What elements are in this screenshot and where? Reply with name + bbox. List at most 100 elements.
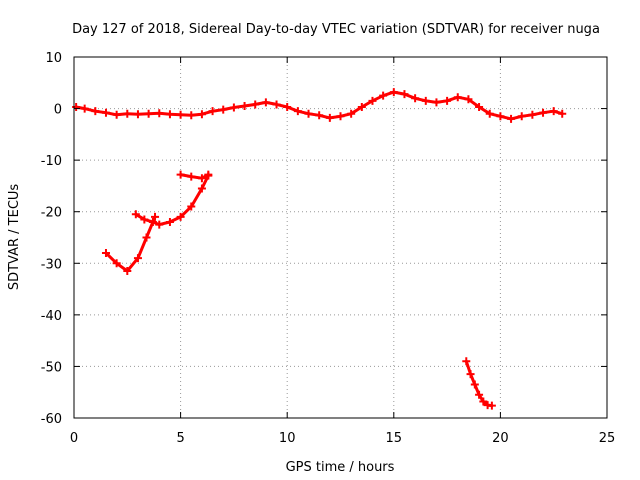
y-tick-label: 10 [45, 51, 62, 66]
data-point [357, 103, 366, 112]
series-4 [176, 170, 213, 183]
data-point [148, 218, 157, 227]
data-point [464, 95, 473, 104]
data-point [283, 103, 292, 112]
plot-frame [73, 56, 608, 419]
data-point [101, 248, 110, 257]
data-point [101, 108, 110, 117]
data-point [91, 107, 100, 116]
data-point [400, 90, 409, 99]
data-point [325, 113, 334, 122]
y-tick-label: -60 [41, 412, 62, 427]
data-point [187, 202, 196, 211]
data-point [549, 107, 558, 116]
data-point [176, 212, 185, 221]
data-point [487, 401, 496, 410]
data-point [133, 110, 142, 119]
y-tick-label: -20 [41, 206, 62, 221]
data-point [208, 107, 217, 116]
series-trace [464, 359, 494, 408]
y-tick-label: -40 [41, 309, 62, 324]
x-tick-label: 10 [279, 431, 296, 446]
data-point [251, 100, 260, 109]
data-point [315, 111, 324, 120]
data-point [272, 100, 281, 109]
data-point [155, 109, 164, 118]
data-point [165, 110, 174, 119]
y-tick-label: -50 [41, 360, 62, 375]
series-2 [101, 212, 160, 276]
data-point [453, 93, 462, 102]
data-point [165, 218, 174, 227]
data-point [131, 210, 140, 219]
data-point [389, 88, 398, 97]
data-point [197, 110, 206, 119]
data-point [187, 172, 196, 181]
data-point [475, 390, 484, 399]
series-trace [179, 173, 210, 180]
x-tick-label: 5 [176, 431, 184, 446]
data-point [133, 254, 142, 263]
data-point [240, 101, 249, 110]
data-point [123, 109, 132, 118]
data-point [229, 103, 238, 112]
data-point [304, 109, 313, 118]
data-point [347, 109, 356, 118]
data-point [155, 220, 164, 229]
data-point [197, 184, 206, 193]
chart-title: Day 127 of 2018, Sidereal Day-to-day VTE… [72, 22, 600, 37]
data-point [112, 110, 121, 119]
data-point [485, 109, 494, 118]
data-point [204, 170, 213, 179]
data-points [72, 88, 567, 410]
series-1 [72, 88, 567, 123]
data-point [176, 110, 185, 119]
x-tick-label: 25 [599, 431, 616, 446]
data-point [507, 114, 516, 123]
series-3 [131, 171, 213, 229]
y-tick-label: -10 [41, 154, 62, 169]
data-point [197, 174, 206, 183]
data-point [379, 91, 388, 100]
data-point [432, 98, 441, 107]
data-point [462, 357, 471, 366]
data-point [443, 96, 452, 105]
data-point [539, 108, 548, 117]
y-tick-label: -30 [41, 257, 62, 272]
x-tick-label: 20 [492, 431, 509, 446]
series-trace [134, 174, 210, 227]
data-point [144, 109, 153, 118]
x-axis-label: GPS time / hours [286, 460, 395, 475]
data-point [479, 397, 488, 406]
x-tick-label: 15 [386, 431, 403, 446]
data-point [72, 103, 81, 112]
data-point [142, 233, 151, 242]
y-tick-label: 0 [54, 103, 62, 118]
data-point [187, 111, 196, 120]
data-point [368, 96, 377, 105]
grid [74, 57, 607, 418]
series-5 [462, 357, 496, 410]
data-point [470, 380, 479, 389]
data-point [421, 96, 430, 105]
data-point [517, 112, 526, 121]
data-point [176, 170, 185, 179]
data-point [466, 370, 475, 379]
data-point [123, 267, 132, 276]
series-trace [104, 215, 157, 273]
data-point [261, 98, 270, 107]
axis-ticks: 0 5 10 15 20 25 10 0 -10 -20 -30 -40 -50 -60 [41, 51, 616, 446]
y-axis-label: SDTVAR / TECUs [7, 184, 22, 291]
data-point [496, 112, 505, 121]
data-point [336, 112, 345, 121]
data-point [80, 104, 89, 113]
data-point [293, 107, 302, 116]
data-point [411, 94, 420, 103]
data-point [475, 103, 484, 112]
x-tick-label: 0 [70, 431, 78, 446]
data-point [558, 109, 567, 118]
data-point [219, 105, 228, 114]
data-point [140, 215, 149, 224]
data-point [112, 259, 121, 268]
